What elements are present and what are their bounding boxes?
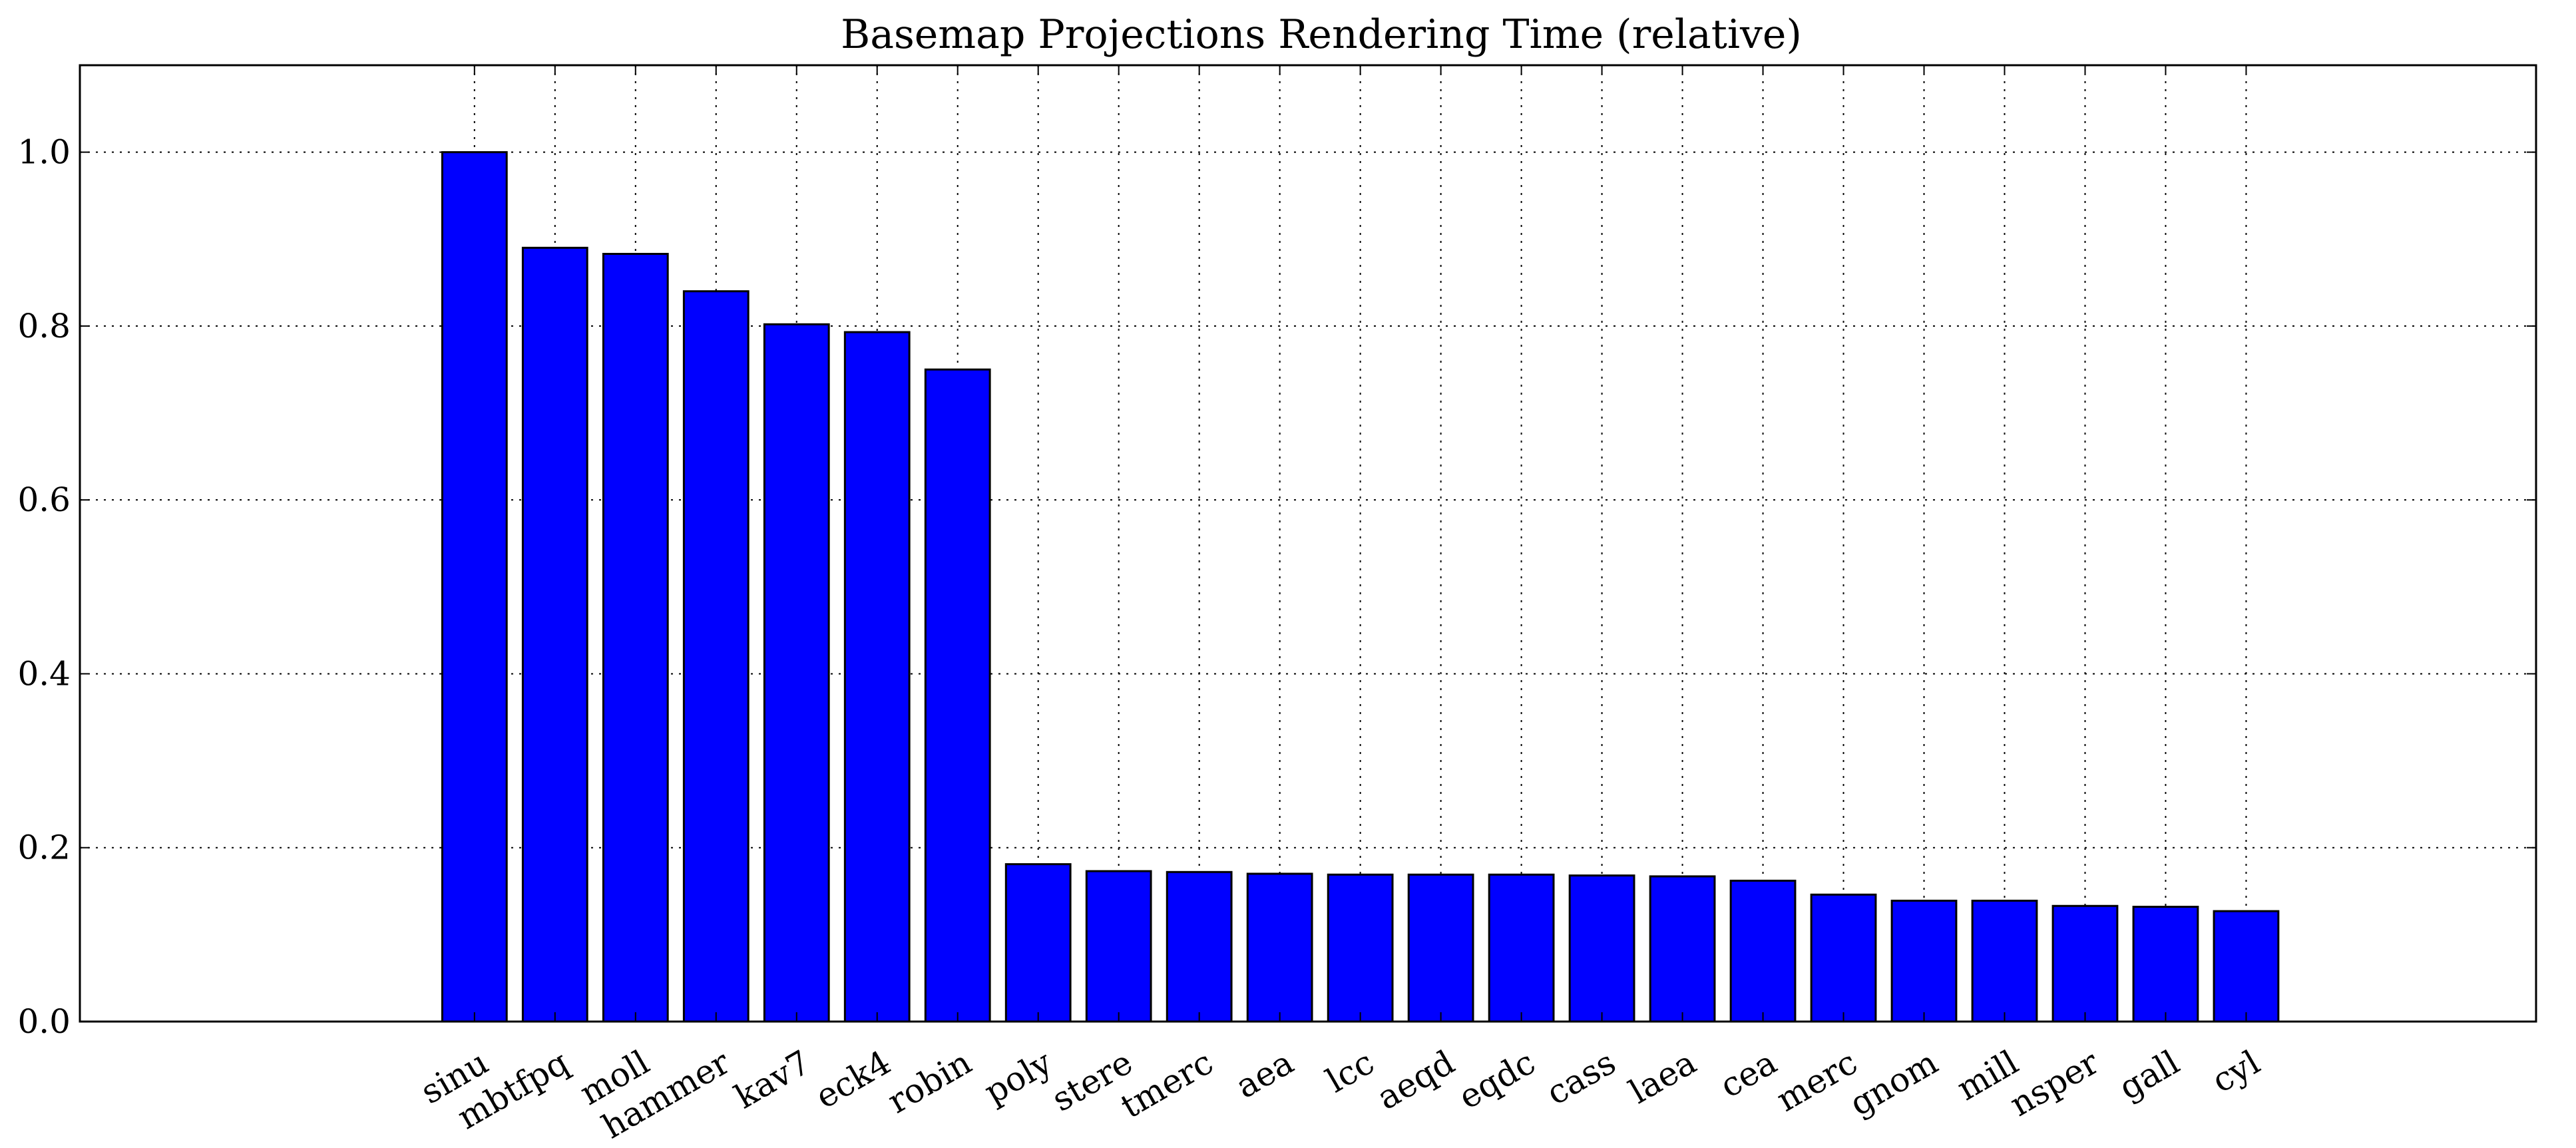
- x-tick-label-aea: aea: [1229, 1043, 1300, 1106]
- bar-lcc: [1327, 873, 1394, 1023]
- x-tick-label-aeqd: aeqd: [1371, 1043, 1461, 1117]
- y-tick-label-0.2: 0.2: [17, 829, 71, 867]
- x-tick-label-poly: poly: [978, 1043, 1059, 1112]
- bar-cass: [1568, 874, 1635, 1023]
- bar-nsper: [2051, 904, 2119, 1023]
- plot-frame: [79, 64, 2537, 1023]
- bar-stere: [1085, 870, 1152, 1023]
- bar-kav7: [763, 323, 830, 1023]
- bar-eqdc: [1488, 873, 1555, 1023]
- x-tick-label-eck4: eck4: [809, 1043, 897, 1116]
- bar-tmerc: [1166, 870, 1233, 1023]
- bar-poly: [1004, 863, 1072, 1023]
- y-tick-label-0.0: 0.0: [17, 1002, 71, 1041]
- bar-cea: [1729, 879, 1797, 1023]
- bar-gall: [2132, 906, 2199, 1023]
- x-tick-label-cyl: cyl: [2205, 1043, 2266, 1100]
- bar-hammer: [682, 290, 750, 1023]
- chart-title: Basemap Projections Rendering Time (rela…: [841, 11, 1802, 58]
- x-tick-label-kav7: kav7: [728, 1043, 817, 1116]
- bar-eck4: [843, 331, 911, 1023]
- bar-moll: [602, 252, 669, 1023]
- bar-sinu: [441, 151, 508, 1023]
- y-tick-label-0.8: 0.8: [17, 307, 71, 345]
- x-tick-label-eqdc: eqdc: [1452, 1043, 1542, 1117]
- x-tick-label-gall: gall: [2113, 1043, 2186, 1107]
- x-tick-label-laea: laea: [1623, 1043, 1703, 1111]
- bar-robin: [924, 368, 991, 1023]
- bar-gnom: [1890, 899, 1958, 1023]
- x-tick-label-tmerc: tmerc: [1114, 1043, 1219, 1126]
- bar-cyl: [2213, 910, 2280, 1023]
- y-tick-label-1.0: 1.0: [17, 133, 71, 172]
- bar-laea: [1649, 875, 1716, 1023]
- bars-layer: [441, 151, 2280, 1023]
- x-tick-label-lcc: lcc: [1320, 1043, 1381, 1100]
- x-tick-label-gnom: gnom: [1843, 1043, 1944, 1123]
- y-tick-label-0.4: 0.4: [17, 654, 71, 693]
- ticks-layer: [80, 65, 2536, 1022]
- y-tick-label-0.6: 0.6: [17, 480, 71, 519]
- x-tick-label-merc: merc: [1770, 1043, 1864, 1119]
- y-tick-labels: 0.0 0.2 0.4 0.6 0.8 1.0: [17, 133, 71, 1041]
- bar-aea: [1246, 872, 1313, 1023]
- x-tick-label-cea: cea: [1713, 1043, 1783, 1105]
- x-tick-label-nsper: nsper: [2004, 1043, 2105, 1124]
- x-tick-label-cass: cass: [1540, 1043, 1622, 1113]
- x-tick-label-robin: robin: [881, 1043, 978, 1121]
- bar-mbtfpq: [521, 246, 588, 1023]
- bar-mill: [1971, 899, 2038, 1023]
- bar-aeqd: [1407, 873, 1474, 1023]
- bar-merc: [1810, 893, 1877, 1023]
